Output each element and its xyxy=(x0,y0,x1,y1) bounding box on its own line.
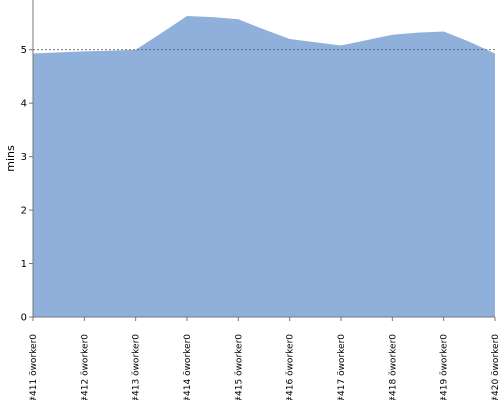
x-tick-label: #411 öworker0 xyxy=(29,334,39,400)
x-tick-label: #413 öworker0 xyxy=(132,334,142,400)
x-tick-label: #419 öworker0 xyxy=(440,334,450,400)
x-tick-label: #418 öworker0 xyxy=(388,334,398,400)
y-tick-label: 0 xyxy=(21,313,27,324)
y-tick-label: 3 xyxy=(21,152,27,163)
area-series xyxy=(33,16,495,317)
y-axis-label: mins xyxy=(4,145,17,172)
x-tick-labels: #411 öworker0 #412 öworker0 #413 öworker0 #… xyxy=(29,317,500,400)
x-tick-label: #416 öworker0 xyxy=(286,334,296,400)
x-tick-label: #417 öworker0 xyxy=(337,334,347,400)
x-tick-label: #415 öworker0 xyxy=(234,334,244,400)
x-tick-label: #420 öworker0 xyxy=(491,334,500,400)
x-tick-label: #412 öworker0 xyxy=(80,334,90,400)
y-tick-labels: 0 1 2 3 4 5 xyxy=(21,45,33,324)
y-tick-label: 2 xyxy=(21,206,27,217)
x-tick-label: #414 öworker0 xyxy=(183,334,193,400)
y-tick-label: 1 xyxy=(21,259,27,270)
y-tick-label: 5 xyxy=(21,45,27,56)
y-tick-label: 4 xyxy=(21,99,27,110)
